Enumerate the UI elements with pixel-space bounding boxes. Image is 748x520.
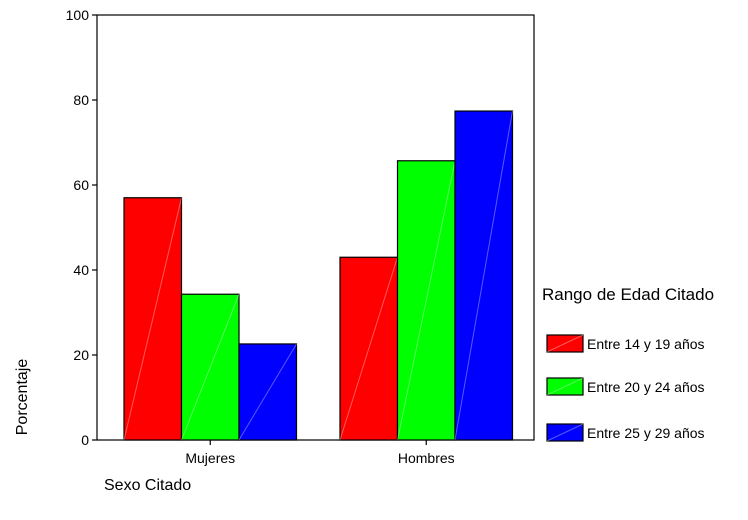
legend-label-series-1: Entre 14 y 19 años — [587, 336, 705, 352]
bar-hombres-series-1 — [339, 256, 399, 441]
legend-swatch-shine — [546, 377, 584, 396]
legend: Entre 14 y 19 años Entre 20 y 24 años Entr… — [546, 334, 705, 442]
legend-label-series-3: Entre 25 y 29 años — [587, 425, 705, 441]
legend-swatch-series-1 — [546, 334, 584, 353]
y-tick-label: 40 — [73, 262, 89, 278]
legend-label-series-2: Entre 20 y 24 años — [587, 379, 705, 395]
bar-mujeres-series-3 — [238, 343, 298, 441]
legend-swatch-shine — [546, 334, 584, 353]
legend-swatch-series-2 — [546, 377, 584, 396]
bar-shine — [123, 197, 182, 441]
legend-swatch-shine — [546, 423, 584, 442]
legend-swatch-series-3 — [546, 423, 584, 442]
bars-group — [123, 110, 514, 441]
bar-hombres-series-2 — [396, 160, 456, 441]
x-axis-title: Sexo Citado — [104, 477, 191, 494]
x-tick-label-mujeres: Mujeres — [185, 450, 235, 466]
x-axis-ticks: Mujeres Hombres — [185, 440, 455, 466]
legend-title: Rango de Edad Citado — [542, 285, 714, 304]
y-tick-label: 20 — [73, 347, 89, 363]
y-axis-ticks: 0 20 40 60 80 100 — [66, 7, 97, 448]
y-tick-label: 60 — [73, 177, 89, 193]
y-tick-label: 0 — [81, 432, 89, 448]
bar-shine — [238, 343, 297, 441]
bar-shine — [454, 110, 513, 441]
y-tick-label: 100 — [66, 7, 90, 23]
bar-shine — [181, 294, 240, 441]
y-axis-title: Porcentaje — [14, 359, 31, 436]
y-tick-label: 80 — [73, 92, 89, 108]
bar-shine — [339, 257, 398, 441]
x-tick-label-hombres: Hombres — [398, 450, 455, 466]
bar-mujeres-series-1 — [123, 197, 183, 441]
bar-shine — [397, 160, 456, 441]
bar-hombres-series-3 — [454, 110, 514, 441]
